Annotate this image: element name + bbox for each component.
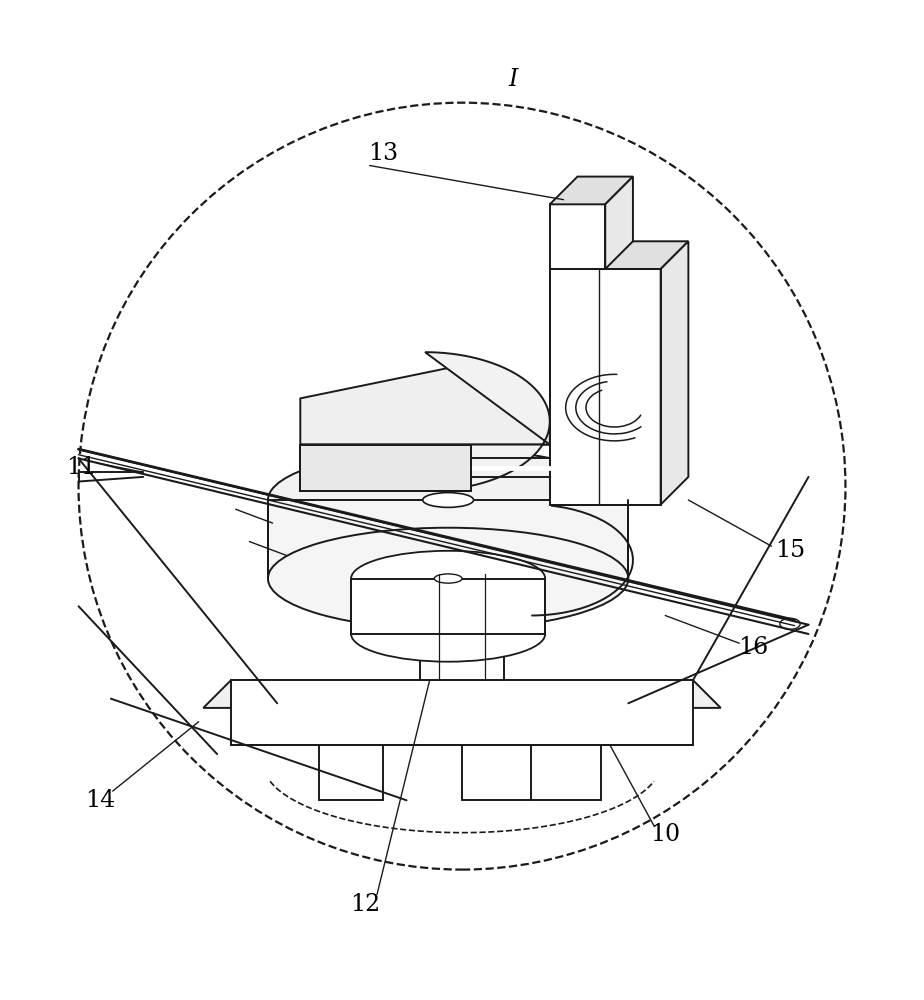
Polygon shape <box>300 352 550 491</box>
Text: I: I <box>508 68 517 91</box>
Ellipse shape <box>422 493 474 507</box>
Polygon shape <box>661 241 688 505</box>
Polygon shape <box>300 445 471 491</box>
Polygon shape <box>300 361 550 445</box>
Polygon shape <box>351 579 545 634</box>
Ellipse shape <box>434 574 462 583</box>
Text: 13: 13 <box>369 142 398 165</box>
Ellipse shape <box>268 449 628 551</box>
Text: 14: 14 <box>85 789 115 812</box>
Polygon shape <box>605 177 633 269</box>
Polygon shape <box>268 500 628 579</box>
Ellipse shape <box>780 618 800 629</box>
Polygon shape <box>550 241 688 269</box>
Text: 12: 12 <box>350 893 380 916</box>
Text: 15: 15 <box>775 539 805 562</box>
Polygon shape <box>203 680 721 708</box>
Polygon shape <box>550 204 605 269</box>
Text: 10: 10 <box>650 823 680 846</box>
Polygon shape <box>231 680 693 745</box>
Ellipse shape <box>351 606 545 662</box>
Ellipse shape <box>351 551 545 606</box>
Ellipse shape <box>268 528 628 629</box>
Polygon shape <box>550 177 633 204</box>
Polygon shape <box>550 269 661 505</box>
Text: 11: 11 <box>67 456 96 479</box>
Text: 16: 16 <box>738 636 768 659</box>
Polygon shape <box>420 574 504 680</box>
